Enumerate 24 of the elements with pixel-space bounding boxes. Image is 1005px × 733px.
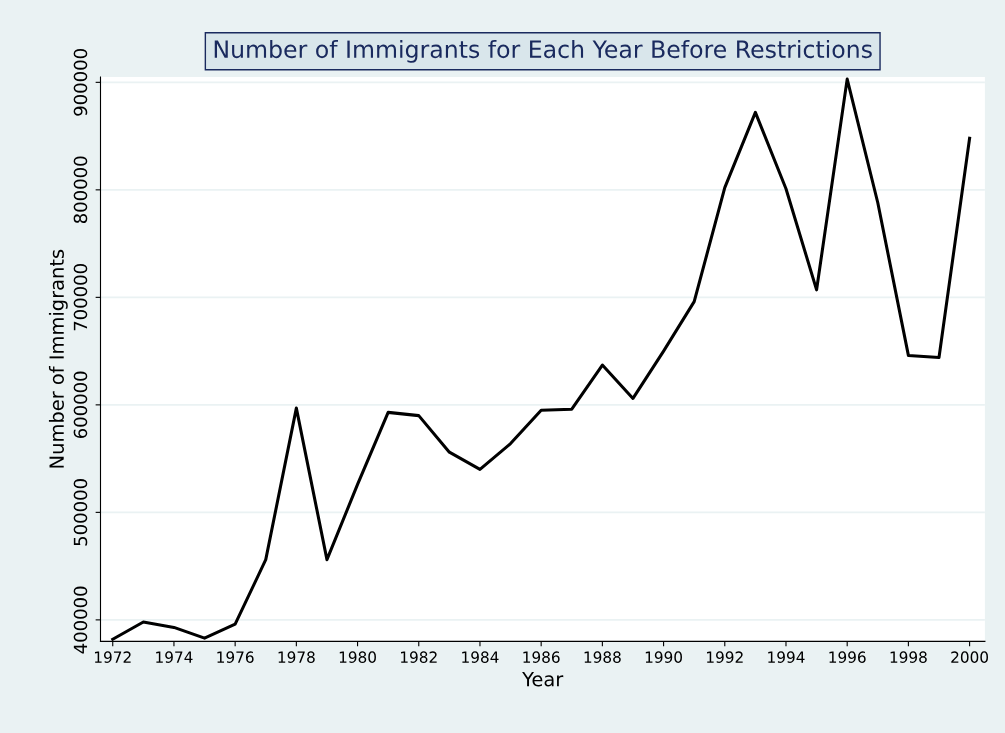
x-tick-label: 1982 bbox=[401, 651, 437, 663]
x-tick-label: 1978 bbox=[278, 651, 315, 663]
x-tick-label: 1986 bbox=[523, 651, 560, 663]
x-tick-label: 1980 bbox=[339, 651, 376, 663]
x-tick-label: 1988 bbox=[584, 651, 621, 663]
x-tick-label: 1996 bbox=[829, 651, 866, 663]
y-tick-label: 900000 bbox=[73, 49, 88, 116]
y-tick-label: 500000 bbox=[73, 479, 88, 546]
y-axis-title: Number of Immigrants bbox=[48, 249, 68, 468]
x-tick-label: 1974 bbox=[156, 651, 193, 663]
x-axis-title: Year bbox=[522, 672, 564, 687]
x-tick-label: 1994 bbox=[768, 651, 805, 663]
x-tick-label: 1976 bbox=[217, 651, 254, 663]
y-tick-label: 600000 bbox=[73, 371, 88, 439]
y-tick-label: 800000 bbox=[73, 156, 88, 224]
x-tick-label: 1990 bbox=[645, 651, 682, 663]
x-tick-label: 1992 bbox=[707, 651, 743, 663]
y-tick-label: 700000 bbox=[73, 264, 88, 331]
chart-title: Number of Immigrants for Each Year Before Restrictions bbox=[214, 39, 872, 63]
x-tick-label: 1998 bbox=[890, 651, 927, 663]
x-tick-label: 1972 bbox=[94, 651, 131, 663]
y-tick-label: 400000 bbox=[73, 586, 88, 654]
x-tick-label: 2000 bbox=[951, 651, 989, 663]
x-tick-label: 1984 bbox=[462, 651, 499, 663]
